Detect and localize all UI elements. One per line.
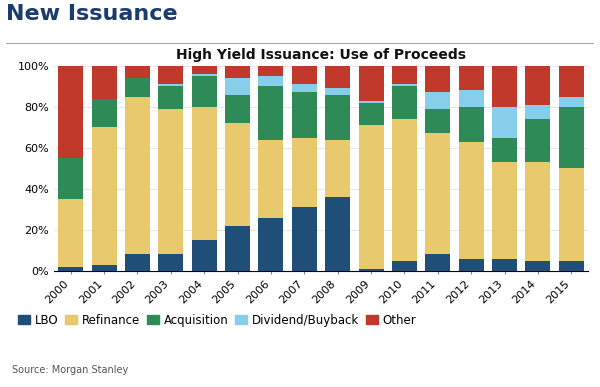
Bar: [125, 96, 150, 255]
Bar: [92, 127, 116, 265]
Bar: [559, 261, 584, 271]
Bar: [359, 103, 383, 125]
Bar: [125, 255, 150, 271]
Bar: [259, 86, 283, 140]
Bar: [392, 86, 417, 119]
Bar: [325, 88, 350, 94]
Bar: [526, 119, 550, 162]
Bar: [92, 265, 116, 271]
Bar: [392, 66, 417, 84]
Bar: [158, 66, 184, 84]
Bar: [191, 66, 217, 74]
Bar: [492, 137, 517, 162]
Bar: [425, 66, 451, 92]
Bar: [492, 66, 517, 107]
Bar: [559, 97, 584, 107]
Bar: [325, 66, 350, 88]
Bar: [191, 240, 217, 271]
Bar: [425, 109, 451, 134]
Bar: [259, 217, 283, 271]
Bar: [526, 162, 550, 261]
Bar: [526, 105, 550, 119]
Legend: LBO, Refinance, Acquisition, Dividend/Buyback, Other: LBO, Refinance, Acquisition, Dividend/Bu…: [18, 313, 416, 327]
Bar: [225, 66, 250, 78]
Bar: [225, 226, 250, 271]
Bar: [191, 76, 217, 107]
Bar: [458, 259, 484, 271]
Bar: [158, 84, 184, 86]
Bar: [125, 66, 150, 78]
Bar: [225, 123, 250, 226]
Bar: [92, 66, 116, 99]
Bar: [58, 158, 83, 199]
Bar: [359, 101, 383, 103]
Bar: [392, 119, 417, 261]
Bar: [559, 168, 584, 261]
Bar: [359, 66, 383, 101]
Bar: [292, 84, 317, 92]
Text: Source: Morgan Stanley: Source: Morgan Stanley: [12, 365, 128, 375]
Bar: [58, 199, 83, 267]
Bar: [526, 261, 550, 271]
Bar: [259, 140, 283, 217]
Bar: [425, 255, 451, 271]
Bar: [359, 269, 383, 271]
Bar: [425, 134, 451, 255]
Bar: [292, 92, 317, 137]
Bar: [58, 267, 83, 271]
Bar: [458, 107, 484, 142]
Bar: [425, 92, 451, 109]
Bar: [559, 66, 584, 96]
Bar: [492, 259, 517, 271]
Text: New Issuance: New Issuance: [6, 4, 178, 24]
Bar: [325, 197, 350, 271]
Bar: [325, 140, 350, 197]
Bar: [292, 66, 317, 84]
Bar: [392, 261, 417, 271]
Bar: [458, 142, 484, 259]
Bar: [191, 107, 217, 240]
Bar: [458, 66, 484, 91]
Bar: [158, 86, 184, 109]
Bar: [259, 66, 283, 76]
Bar: [292, 207, 317, 271]
Bar: [225, 78, 250, 94]
Bar: [158, 109, 184, 255]
Bar: [225, 94, 250, 123]
Bar: [325, 94, 350, 140]
Bar: [191, 74, 217, 76]
Bar: [492, 162, 517, 259]
Bar: [158, 255, 184, 271]
Bar: [559, 107, 584, 168]
Bar: [292, 137, 317, 207]
Bar: [125, 78, 150, 96]
Bar: [392, 84, 417, 86]
Bar: [58, 66, 83, 158]
Bar: [92, 99, 116, 127]
Bar: [492, 107, 517, 137]
Bar: [458, 91, 484, 107]
Bar: [259, 76, 283, 86]
Bar: [359, 125, 383, 269]
Bar: [526, 66, 550, 105]
Title: High Yield Issuance: Use of Proceeds: High Yield Issuance: Use of Proceeds: [176, 48, 466, 62]
